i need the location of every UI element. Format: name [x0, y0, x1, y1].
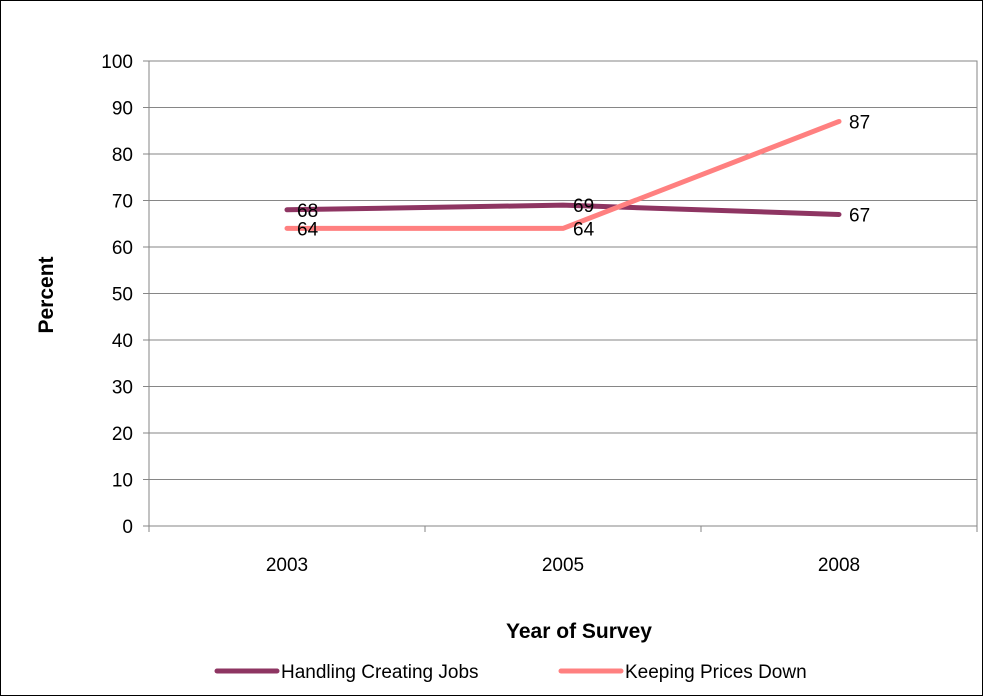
- y-tick-label: 50: [112, 285, 133, 306]
- x-tick-label: 2008: [818, 555, 860, 576]
- data-label: 69: [573, 196, 594, 217]
- gridlines: [149, 107, 977, 480]
- legend-label: Keeping Prices Down: [625, 662, 807, 683]
- y-tick-label: 40: [112, 331, 133, 352]
- data-label: 68: [297, 201, 318, 222]
- y-tick-label: 20: [112, 424, 133, 445]
- legend: Handling Creating Jobs Keeping Prices Dow…: [214, 662, 807, 683]
- y-tick-label: 60: [112, 238, 133, 259]
- y-tick-label: 90: [112, 99, 133, 120]
- data-labels: 68 69 67 64 64 87: [297, 112, 870, 240]
- series-lines: [284, 118, 842, 231]
- y-tick-label: 70: [112, 192, 133, 213]
- data-label: 64: [573, 219, 595, 240]
- data-label: 87: [849, 112, 870, 133]
- y-tick-label: 0: [122, 517, 133, 538]
- y-tick-label: 80: [112, 145, 133, 166]
- series-line: [284, 202, 842, 217]
- y-axis-ticks: 0 10 20 30 40 50 60 70 80 90 100: [101, 52, 149, 538]
- data-label: 67: [849, 205, 870, 226]
- x-axis-ticks: 2003 2005 2008: [148, 526, 978, 576]
- data-label: 64: [297, 219, 319, 240]
- x-axis-title: Year of Survey: [506, 620, 652, 643]
- legend-label: Handling Creating Jobs: [281, 662, 479, 683]
- x-tick-label: 2005: [542, 555, 584, 576]
- y-tick-label: 10: [112, 471, 133, 492]
- y-axis-title: Percent: [35, 256, 58, 333]
- y-tick-label: 30: [112, 378, 133, 399]
- series-line: [284, 118, 842, 231]
- y-tick-label: 100: [101, 52, 133, 73]
- x-tick-label: 2003: [266, 555, 308, 576]
